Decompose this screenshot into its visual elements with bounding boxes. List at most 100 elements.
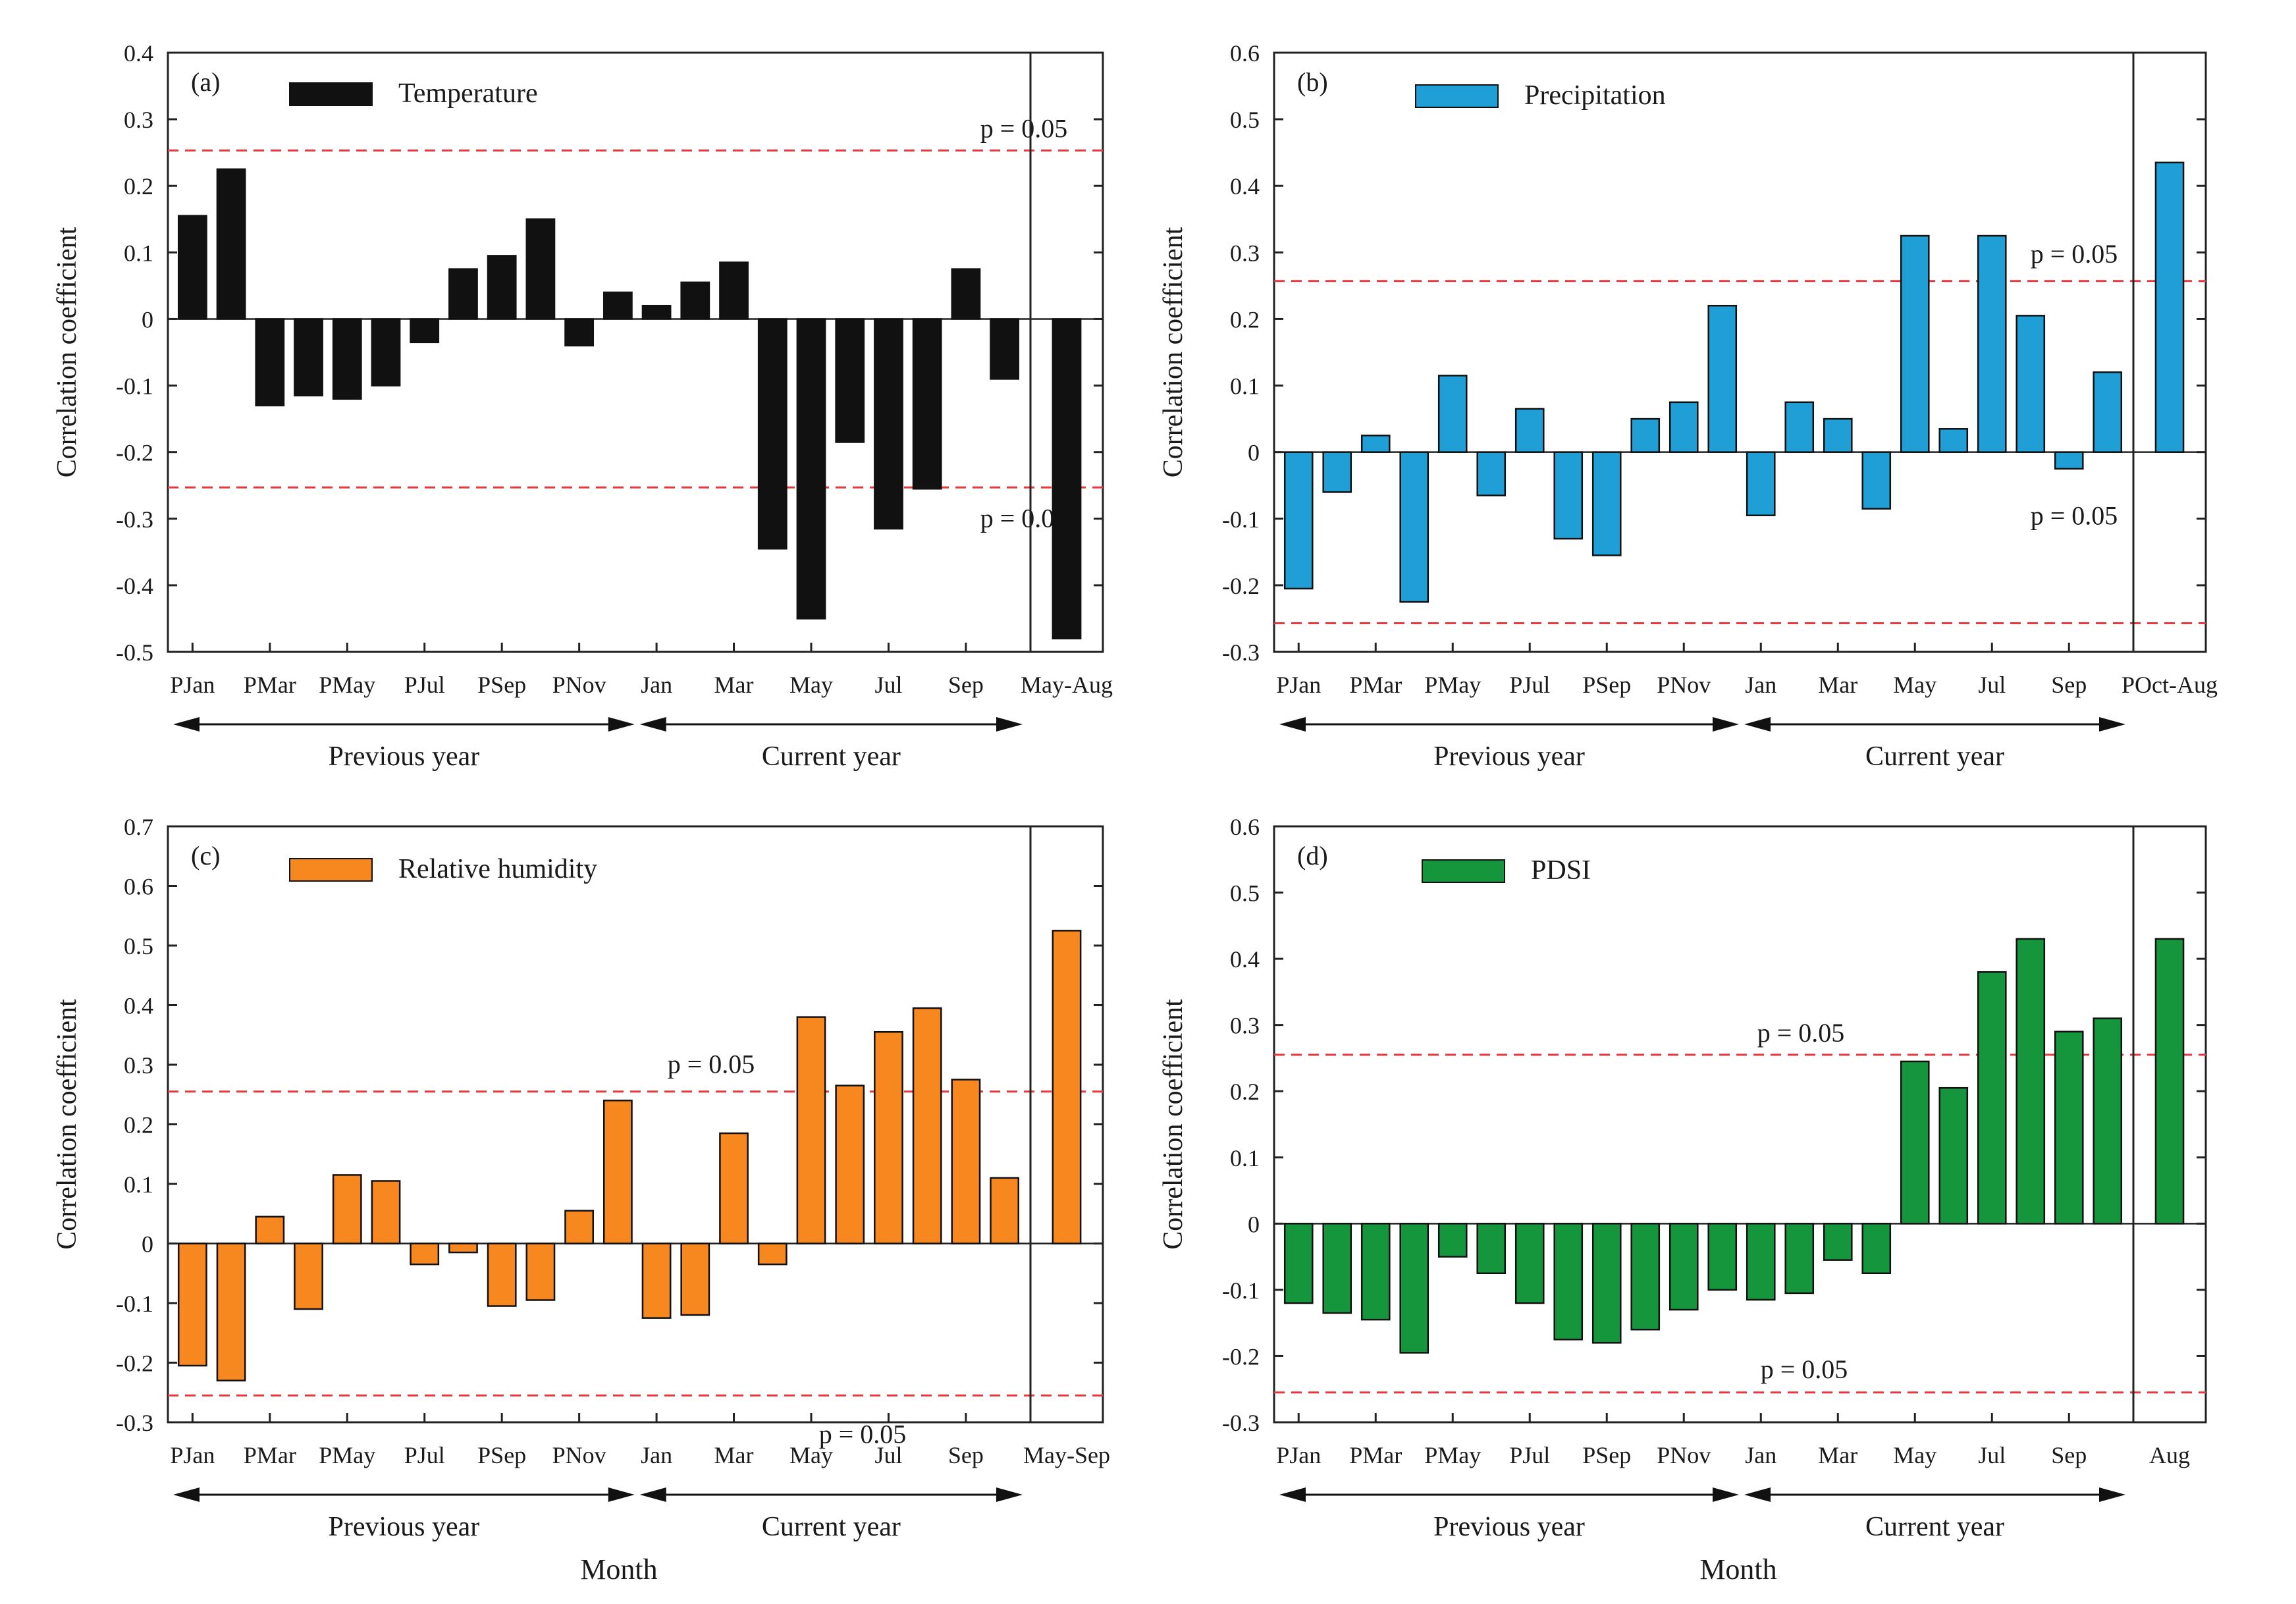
bar-Aug — [912, 318, 942, 490]
x-axis-title-left: Month — [580, 1553, 657, 1586]
panel-label: (d) — [1297, 841, 1328, 870]
y-tick-label: 0 — [142, 1231, 153, 1258]
y-tick-label: 0.4 — [124, 993, 153, 1019]
bar-season — [1052, 930, 1082, 1244]
bar-PApr — [294, 318, 323, 396]
y-tick-label: 0.1 — [1230, 1145, 1260, 1171]
y-tick-label: 0.1 — [124, 240, 153, 266]
x-tick-label: PNov — [552, 672, 606, 698]
bar-PNov — [564, 1210, 595, 1244]
bar-Apr — [1861, 451, 1892, 510]
previous-year-arrow-head-left — [1279, 1487, 1306, 1502]
legend-swatch — [1415, 84, 1499, 108]
x-tick-label: Sep — [948, 672, 984, 698]
significance-label-upper: p = 0.05 — [980, 114, 1068, 144]
y-tick-label: -0.1 — [116, 373, 153, 400]
x-tick-label: Sep — [948, 1442, 984, 1468]
y-tick-label: 0.2 — [1230, 306, 1260, 333]
x-tick-label: May — [789, 672, 833, 698]
bar-PFeb — [216, 168, 246, 320]
y-tick-label: 0.3 — [124, 1052, 153, 1079]
y-tick-label: 0 — [1248, 1211, 1260, 1237]
bar-Feb — [1784, 401, 1815, 453]
y-axis-title: Correlation coefficient — [52, 999, 82, 1250]
season-tick-label: May-Sep — [1023, 1442, 1110, 1468]
x-tick-label: PJan — [1276, 672, 1321, 698]
bar-Jul — [1977, 971, 2007, 1225]
previous-year-label: Previous year — [328, 741, 479, 772]
bar-Apr — [757, 318, 788, 550]
current-year-label: Current year — [1865, 1512, 2004, 1542]
bar-Sep — [2054, 451, 2084, 470]
y-tick-label: 0.3 — [124, 107, 153, 133]
bar-Apr — [1861, 1223, 1892, 1275]
bar-PJun — [371, 318, 401, 387]
bar-PAug — [448, 1243, 478, 1254]
x-tick-label: PSep — [477, 672, 526, 698]
current-year-label: Current year — [762, 741, 901, 772]
bar-PMar — [255, 318, 285, 407]
x-tick-label: PMar — [1349, 672, 1402, 698]
legend-swatch — [1422, 859, 1505, 883]
y-tick-label: -0.2 — [116, 1350, 153, 1377]
y-tick-label: 0.3 — [1230, 240, 1260, 266]
x-tick-label: Mar — [714, 672, 754, 698]
bar-Oct — [990, 318, 1020, 380]
bar-PMay — [1437, 375, 1468, 453]
y-tick-label: 0.4 — [1230, 173, 1260, 200]
bar-PFeb — [216, 1243, 246, 1381]
y-tick-label: -0.1 — [1222, 506, 1260, 533]
bar-Jan — [1746, 451, 1776, 516]
x-tick-label: PJul — [1509, 672, 1550, 698]
y-tick-label: -0.2 — [116, 440, 153, 466]
y-tick-label: 0.6 — [1230, 40, 1260, 67]
bar-Jul — [1977, 234, 2007, 453]
bar-PJul — [1514, 408, 1545, 453]
bar-PJan — [177, 1243, 207, 1367]
y-tick-label: 0.1 — [124, 1171, 153, 1198]
x-tick-label: Sep — [2051, 672, 2087, 698]
bar-season — [2154, 938, 2185, 1225]
y-tick-label: 0 — [142, 306, 153, 333]
bar-PMay — [1437, 1223, 1468, 1258]
bar-PAug — [1553, 451, 1584, 540]
bar-Oct — [990, 1177, 1020, 1244]
y-tick-label: -0.3 — [116, 506, 153, 533]
bar-PJul — [1514, 1223, 1545, 1304]
bar-PApr — [1399, 1223, 1429, 1354]
y-tick-label: 0.5 — [1230, 880, 1260, 907]
legend-swatch — [289, 858, 373, 882]
bar-Mar — [719, 261, 749, 320]
bar-PNov — [1669, 401, 1699, 453]
bar-Jun — [835, 318, 865, 443]
bar-PFeb — [1322, 451, 1352, 493]
bar-May — [796, 318, 826, 620]
bar-PSep — [1591, 451, 1622, 556]
x-tick-label: PJan — [170, 672, 215, 698]
x-tick-label: May — [789, 1442, 833, 1468]
y-tick-label: -0.5 — [116, 639, 153, 666]
x-tick-label: PMar — [244, 672, 296, 698]
y-axis-title: Correlation coefficient — [1158, 999, 1188, 1250]
y-axis-title: Correlation coefficient — [52, 227, 82, 477]
bar-PApr — [294, 1243, 323, 1310]
previous-year-arrow-head-left — [173, 717, 200, 732]
x-tick-label: Jan — [641, 1442, 672, 1468]
bar-PJan — [1283, 1223, 1314, 1304]
current-year-arrow-head-right — [2099, 1487, 2125, 1502]
bar-Mar — [719, 1132, 749, 1244]
x-tick-label: Jan — [1745, 1442, 1776, 1468]
x-tick-label: May — [1893, 672, 1936, 698]
bar-Mar — [1823, 1223, 1853, 1261]
x-tick-label: PJan — [170, 1442, 215, 1468]
x-tick-label: Jul — [1978, 1442, 2006, 1468]
bar-PSep — [1591, 1223, 1622, 1344]
bar-PFeb — [1322, 1223, 1352, 1314]
season-tick-label: May-Aug — [1021, 672, 1113, 698]
x-tick-label: PSep — [477, 1442, 526, 1468]
bar-PMay — [332, 318, 362, 400]
x-tick-label: PJul — [1509, 1442, 1550, 1468]
bar-PDec — [1707, 304, 1738, 453]
panel-a-temperature: 0.4 0.3 0.2 0.1 0 -0.1 -0.2 -0.3 -0.4 -0.5 Correla… — [52, 40, 1113, 772]
previous-year-arrow-head-left — [1279, 717, 1306, 732]
